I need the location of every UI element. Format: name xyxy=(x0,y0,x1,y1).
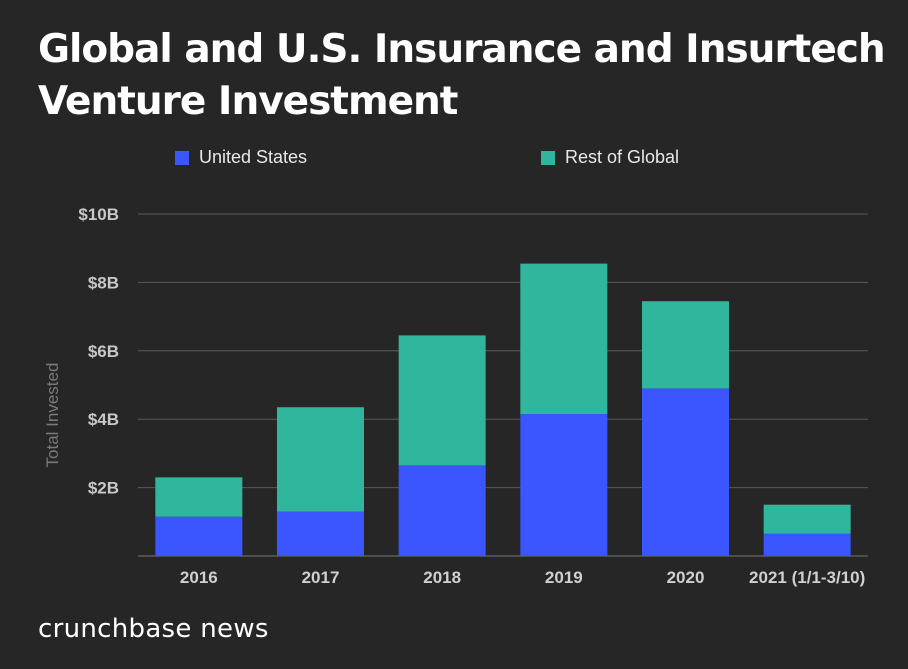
legend-item-rest-of-global: Rest of Global xyxy=(541,147,679,168)
legend-swatch-rest-of-global xyxy=(541,150,555,165)
bar-united-states-2021 xyxy=(763,533,851,556)
brand-logo-text: crunchbase news xyxy=(38,614,269,644)
bar-united-states-2020 xyxy=(642,388,729,556)
bar-united-states-2019 xyxy=(520,414,608,556)
chart-title: Global and U.S. Insurance and Insurtech … xyxy=(38,27,886,124)
bar-united-states-2017 xyxy=(277,511,364,556)
bar-united-states-2018 xyxy=(398,465,486,556)
y-tick-label: $2B xyxy=(88,479,119,498)
legend-label-united-states: United States xyxy=(199,147,308,167)
bar-rest-of-global-2021 xyxy=(763,504,851,534)
x-tick-label: 2018 xyxy=(423,568,461,587)
bar-rest-of-global-2020 xyxy=(642,301,729,389)
x-tick-label: 2020 xyxy=(667,568,705,587)
legend-swatch-united-states xyxy=(175,150,189,165)
bar-united-states-2016 xyxy=(155,516,243,556)
x-tick-label: 2017 xyxy=(302,568,340,587)
y-tick-label: $8B xyxy=(88,273,119,292)
legend-label-rest-of-global: Rest of Global xyxy=(565,147,680,167)
x-tick-label: 2019 xyxy=(545,568,583,587)
y-axis-title: Total Invested xyxy=(43,363,62,468)
y-tick-label: $4B xyxy=(88,410,119,429)
x-tick-label: 2016 xyxy=(180,568,218,587)
bar-rest-of-global-2019 xyxy=(520,263,608,415)
bar-rest-of-global-2017 xyxy=(277,407,364,512)
legend-item-united-states: United States xyxy=(175,147,307,168)
bar-rest-of-global-2018 xyxy=(398,335,486,466)
y-tick-label: $6B xyxy=(88,342,119,361)
y-tick-label: $10B xyxy=(78,205,119,224)
bar-rest-of-global-2016 xyxy=(155,477,243,517)
x-tick-label: 2021 (1/1-3/10) xyxy=(749,568,865,587)
